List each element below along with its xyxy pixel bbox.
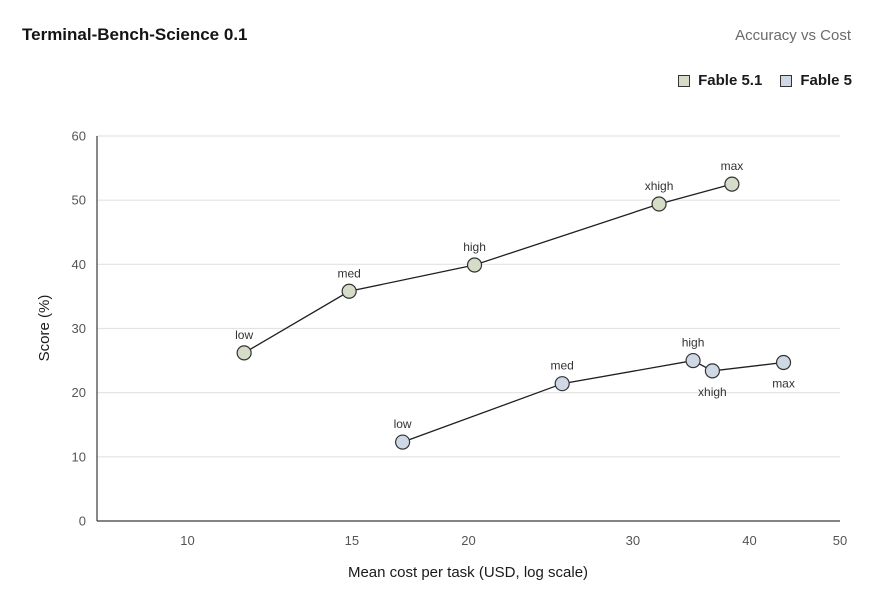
point-0-low[interactable]: [236, 345, 252, 361]
point-label-1-xhigh: xhigh: [698, 385, 727, 399]
point-label-0-xhigh: xhigh: [645, 179, 674, 193]
x-tick-10: 10: [180, 533, 194, 548]
point-0-xhigh[interactable]: [651, 196, 667, 212]
y-tick-20: 20: [72, 385, 86, 400]
series-layer: low med high xhigh max low med high xhigh max: [235, 159, 795, 450]
point-label-0-max: max: [721, 159, 744, 173]
point-label-1-low: low: [394, 417, 412, 431]
y-axis-title: Score (%): [36, 295, 53, 362]
axes: [96, 136, 840, 522]
x-tick-20: 20: [461, 533, 475, 548]
x-tick-labels: 10 15 20 30 40 50: [180, 533, 847, 548]
point-label-1-med: med: [551, 359, 574, 373]
chart-subtitle: Accuracy vs Cost: [735, 27, 851, 44]
legend-swatch-fable-5-1: [678, 74, 691, 87]
point-label-0-med: med: [337, 266, 360, 280]
y-tick-0: 0: [79, 514, 86, 529]
x-tick-40: 40: [742, 533, 756, 548]
legend-label-fable-5: Fable 5: [800, 72, 852, 89]
point-0-max[interactable]: [724, 176, 740, 192]
x-tick-50: 50: [833, 533, 847, 548]
chart-title: Terminal-Bench-Science 0.1: [22, 25, 248, 44]
legend: Fable 5.1 Fable 5: [678, 72, 852, 89]
point-label-0-high: high: [463, 240, 486, 254]
legend-item-fable-5-1[interactable]: Fable 5.1: [678, 72, 762, 89]
series-line-1: [402, 359, 784, 443]
point-label-0-low: low: [235, 328, 253, 342]
x-tick-30: 30: [626, 533, 640, 548]
point-1-med[interactable]: [554, 376, 570, 392]
y-tick-labels: 0 10 20 30 40 50 60: [72, 129, 86, 529]
x-axis-title: Mean cost per task (USD, log scale): [348, 564, 588, 581]
point-label-1-high: high: [682, 336, 705, 350]
legend-label-fable-5-1: Fable 5.1: [698, 72, 763, 89]
point-0-high[interactable]: [466, 257, 483, 273]
point-1-low[interactable]: [395, 434, 411, 450]
series-0: low med high xhigh max: [235, 159, 744, 361]
y-tick-50: 50: [72, 193, 86, 208]
y-tick-30: 30: [72, 321, 86, 336]
point-1-xhigh[interactable]: [704, 363, 721, 379]
y-tick-10: 10: [72, 449, 86, 464]
y-tick-60: 60: [72, 129, 86, 144]
point-label-1-max: max: [772, 377, 795, 391]
legend-swatch-fable-5: [780, 74, 793, 87]
point-0-med[interactable]: [341, 283, 357, 299]
point-1-max[interactable]: [775, 354, 792, 371]
series-1: low med high xhigh max: [394, 336, 795, 450]
point-1-high[interactable]: [685, 352, 701, 369]
legend-item-fable-5[interactable]: Fable 5: [780, 72, 852, 89]
y-tick-40: 40: [72, 257, 86, 272]
x-tick-15: 15: [345, 533, 359, 548]
